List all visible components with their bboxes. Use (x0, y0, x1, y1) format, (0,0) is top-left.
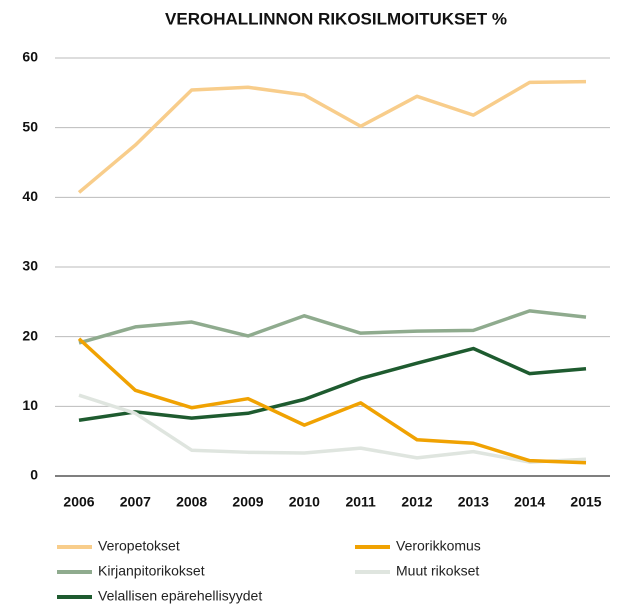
x-tick-label: 2011 (345, 494, 376, 510)
x-tick-label: 2009 (232, 494, 263, 510)
legend-label: Kirjanpitorikokset (98, 563, 205, 579)
chart-title: VEROHALLINNON RIKOSILMOITUKSET % (165, 9, 507, 28)
series-line (78, 346, 587, 422)
x-tick-label: 2008 (176, 494, 207, 510)
x-tick-label: 2013 (458, 494, 489, 510)
x-tick-label: 2007 (120, 494, 151, 510)
series-line (78, 309, 587, 345)
x-tick-label: 2006 (63, 494, 94, 510)
series-line (77, 337, 587, 465)
y-tick-label: 40 (22, 188, 38, 204)
y-tick-label: 30 (22, 258, 38, 274)
y-tick-label: 20 (22, 327, 38, 343)
y-tick-label: 10 (22, 397, 38, 413)
y-tick-label: 0 (30, 467, 38, 483)
legend-label: Veropetokset (98, 538, 180, 554)
x-tick-label: 2012 (401, 494, 432, 510)
legend-label: Muut rikokset (396, 563, 479, 579)
x-tick-label: 2015 (570, 494, 601, 510)
y-tick-label: 60 (22, 49, 38, 65)
series-line (77, 79, 587, 194)
legend-label: Verorikkomus (396, 538, 481, 554)
legend-label: Velallisen epärehellisyydet (98, 588, 262, 604)
x-tick-label: 2010 (289, 494, 320, 510)
x-tick-label: 2014 (514, 494, 545, 510)
y-tick-label: 50 (22, 118, 38, 134)
series-line (78, 393, 587, 464)
